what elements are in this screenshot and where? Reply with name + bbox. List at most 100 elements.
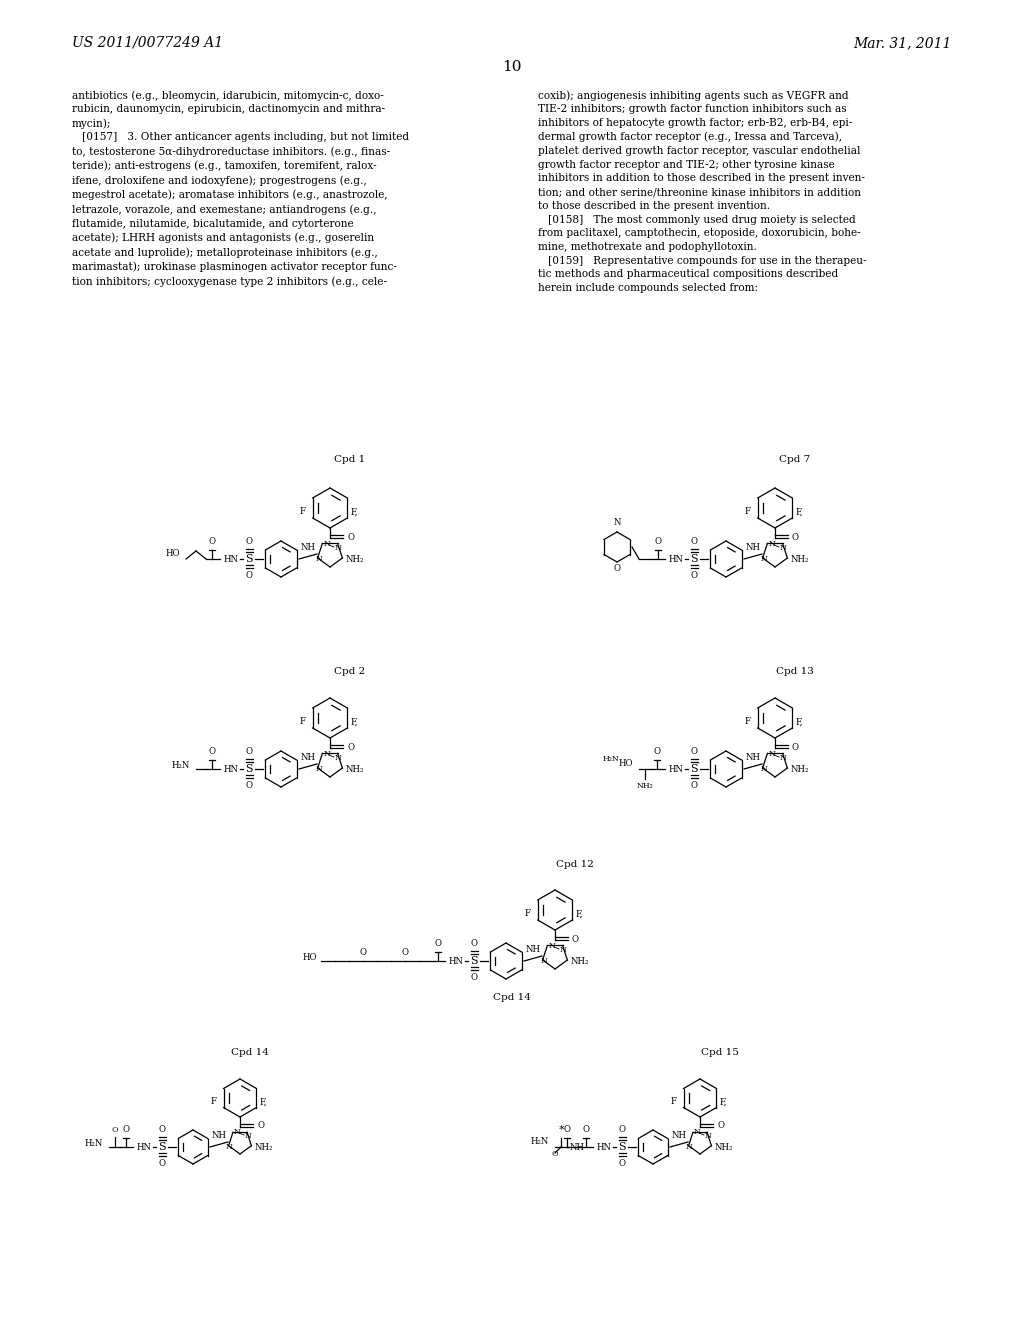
Text: O: O xyxy=(717,1122,724,1130)
Text: F,: F, xyxy=(796,718,804,726)
Text: Cpd 12: Cpd 12 xyxy=(556,861,594,869)
Text: O: O xyxy=(690,570,697,579)
Text: N: N xyxy=(324,540,331,548)
Text: O: O xyxy=(347,742,354,751)
Text: NH₂: NH₂ xyxy=(571,957,590,966)
Text: N: N xyxy=(245,1133,252,1140)
Text: O: O xyxy=(552,1150,558,1158)
Text: US 2011/0077249 A1: US 2011/0077249 A1 xyxy=(72,36,223,50)
Text: F,: F, xyxy=(260,1097,267,1106)
Text: F: F xyxy=(745,718,751,726)
Text: S: S xyxy=(245,764,253,774)
Text: O: O xyxy=(690,747,697,756)
Text: S: S xyxy=(690,764,697,774)
Text: N: N xyxy=(549,942,555,950)
Text: N: N xyxy=(233,1129,241,1137)
Text: coxib); angiogenesis inhibiting agents such as VEGFR and
TIE-2 inhibitors; growt: coxib); angiogenesis inhibiting agents s… xyxy=(538,90,866,293)
Text: NH₂: NH₂ xyxy=(791,766,809,774)
Text: O: O xyxy=(347,532,354,541)
Text: O: O xyxy=(209,537,215,546)
Text: Cpd 1: Cpd 1 xyxy=(335,455,366,465)
Text: O: O xyxy=(572,935,579,944)
Text: NH₂: NH₂ xyxy=(637,781,653,789)
Text: O: O xyxy=(434,939,441,948)
Text: O: O xyxy=(690,780,697,789)
Text: O: O xyxy=(123,1125,129,1134)
Text: H₂N: H₂N xyxy=(602,755,618,763)
Text: H₂N: H₂N xyxy=(172,760,190,770)
Text: NH: NH xyxy=(745,752,761,762)
Text: O: O xyxy=(246,537,253,546)
Text: O: O xyxy=(246,570,253,579)
Text: F: F xyxy=(671,1097,677,1106)
Text: N: N xyxy=(324,750,331,758)
Text: O: O xyxy=(653,747,660,756)
Text: HO: HO xyxy=(166,549,180,558)
Text: H₂N: H₂N xyxy=(530,1137,549,1146)
Text: N: N xyxy=(769,750,775,758)
Text: NH: NH xyxy=(525,945,541,954)
Text: O: O xyxy=(792,532,799,541)
Text: N: N xyxy=(315,554,323,564)
Text: O: O xyxy=(359,948,367,957)
Text: NH: NH xyxy=(569,1143,585,1151)
Text: O: O xyxy=(563,1125,570,1134)
Text: O: O xyxy=(246,780,253,789)
Text: HN: HN xyxy=(136,1143,152,1151)
Text: S: S xyxy=(618,1142,626,1152)
Text: NH₂: NH₂ xyxy=(346,766,365,774)
Text: F,: F, xyxy=(796,507,804,516)
Text: F,: F, xyxy=(575,909,584,919)
Text: O: O xyxy=(618,1159,626,1167)
Text: O: O xyxy=(209,747,215,756)
Text: O: O xyxy=(159,1126,166,1134)
Text: F: F xyxy=(300,507,306,516)
Text: O: O xyxy=(246,747,253,756)
Text: HN: HN xyxy=(223,764,239,774)
Text: O: O xyxy=(618,1126,626,1134)
Text: H₂N: H₂N xyxy=(85,1139,103,1148)
Text: F: F xyxy=(211,1097,217,1106)
Text: F: F xyxy=(745,507,751,516)
Text: Mar. 31, 2011: Mar. 31, 2011 xyxy=(854,36,952,50)
Text: N: N xyxy=(613,517,621,527)
Text: O: O xyxy=(159,1159,166,1167)
Text: NH: NH xyxy=(212,1131,226,1140)
Text: HN: HN xyxy=(223,554,239,564)
Text: N: N xyxy=(225,1143,232,1151)
Text: O: O xyxy=(470,940,477,949)
Text: N: N xyxy=(705,1133,712,1140)
Text: O: O xyxy=(257,1122,264,1130)
Text: S: S xyxy=(158,1142,166,1152)
Text: S: S xyxy=(245,554,253,564)
Text: S: S xyxy=(690,554,697,564)
Text: Cpd 13: Cpd 13 xyxy=(776,667,814,676)
Text: NH: NH xyxy=(300,543,315,552)
Text: NH: NH xyxy=(672,1131,686,1140)
Text: F: F xyxy=(525,909,531,919)
Text: NH₂: NH₂ xyxy=(346,554,365,564)
Text: HO: HO xyxy=(302,953,317,961)
Text: *: * xyxy=(558,1125,564,1135)
Text: NH: NH xyxy=(300,752,315,762)
Text: NH₂: NH₂ xyxy=(791,554,809,564)
Text: HN: HN xyxy=(669,554,683,564)
Text: N: N xyxy=(335,544,341,552)
Text: O: O xyxy=(401,948,409,957)
Text: S: S xyxy=(470,956,478,966)
Text: HO: HO xyxy=(618,759,633,768)
Text: O: O xyxy=(470,973,477,982)
Text: Cpd 2: Cpd 2 xyxy=(335,667,366,676)
Text: F: F xyxy=(300,718,306,726)
Text: O: O xyxy=(583,1125,590,1134)
Text: O: O xyxy=(654,537,662,546)
Text: Cpd 7: Cpd 7 xyxy=(779,455,811,465)
Text: O: O xyxy=(613,564,621,573)
Text: antibiotics (e.g., bleomycin, idarubicin, mitomycin-c, doxo-
rubicin, daunomycin: antibiotics (e.g., bleomycin, idarubicin… xyxy=(72,90,410,286)
Text: F,: F, xyxy=(351,718,358,726)
Text: HN: HN xyxy=(597,1143,611,1151)
Text: N: N xyxy=(769,540,775,548)
Text: N: N xyxy=(685,1143,692,1151)
Text: F,: F, xyxy=(720,1097,727,1106)
Text: Cpd 14: Cpd 14 xyxy=(494,993,530,1002)
